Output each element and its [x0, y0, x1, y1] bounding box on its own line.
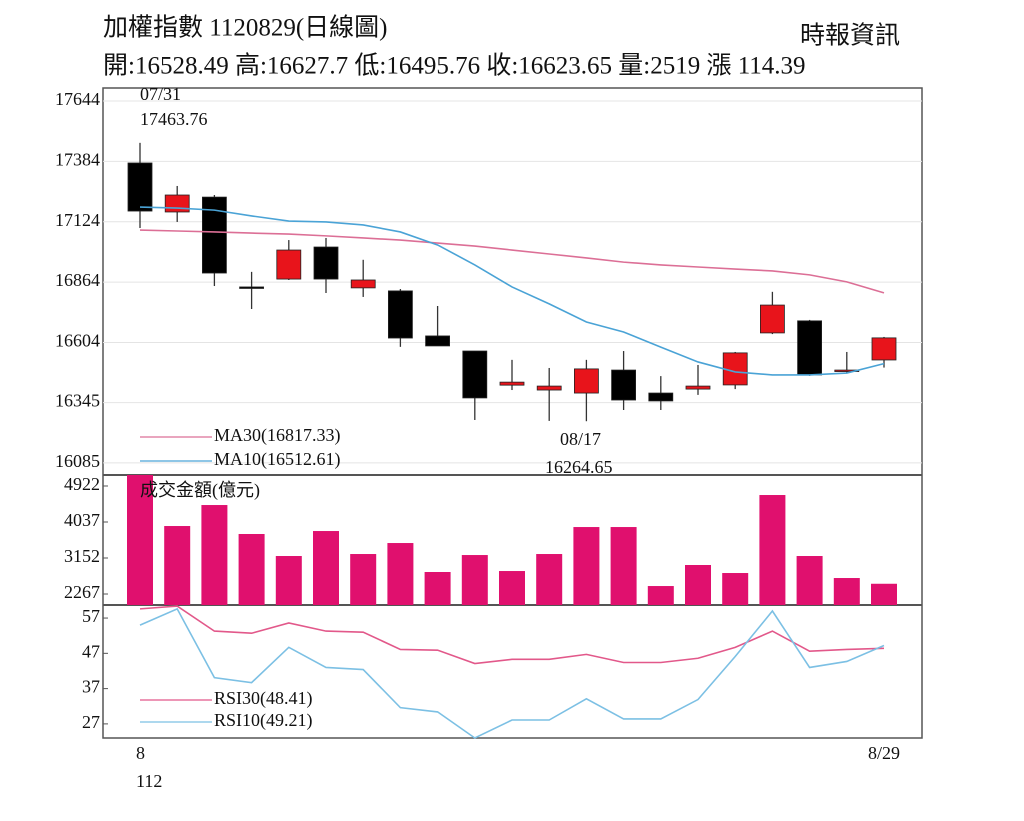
y-tick-label: 27: [82, 712, 100, 732]
frame: [102, 87, 923, 739]
y-tick-label: 4922: [64, 474, 100, 494]
annotation: 08/17: [560, 429, 601, 449]
candle-body: [462, 350, 488, 399]
candle-body: [239, 286, 265, 289]
bar: [424, 572, 451, 605]
candle-body: [760, 304, 785, 334]
legend-label: MA30(16817.33): [214, 425, 341, 446]
bar: [685, 565, 711, 605]
bar: [313, 531, 339, 605]
y-tick-label: 16085: [55, 451, 100, 471]
bar: [461, 555, 488, 605]
annotation: 16264.65: [545, 457, 613, 477]
bar: [499, 571, 525, 605]
line-series: [139, 229, 885, 294]
legend-label: RSI10(49.21): [214, 710, 313, 731]
candle-body: [648, 392, 674, 402]
annotation: 17463.76: [140, 109, 208, 129]
candle-body: [350, 279, 376, 289]
bar: [350, 554, 377, 605]
annotation: 07/31: [140, 84, 181, 104]
bars: [127, 475, 897, 605]
bar: [536, 554, 563, 605]
bar: [833, 578, 860, 605]
line-series: [139, 206, 885, 376]
bar: [722, 573, 749, 605]
bar: [275, 556, 302, 605]
y-tick-label: 3152: [64, 546, 100, 566]
candle-body: [797, 320, 822, 376]
line-series: [139, 605, 885, 665]
candle-body: [276, 249, 302, 280]
y-tick-label: 16345: [55, 391, 100, 411]
y-tick-label: 57: [82, 606, 100, 626]
x-tick-label: 8: [136, 743, 145, 763]
bar: [759, 495, 786, 605]
bar: [238, 533, 265, 605]
candle-body: [425, 335, 451, 347]
y-tick-label: 16864: [55, 270, 100, 290]
candle-body: [164, 194, 190, 213]
y-tick-label: 17124: [55, 210, 100, 230]
bar: [164, 526, 191, 605]
bar: [201, 505, 228, 605]
y-tick-label: 2267: [64, 582, 100, 602]
candle-body: [201, 196, 227, 274]
candle-body: [536, 385, 562, 391]
bar: [796, 556, 823, 605]
bar: [387, 543, 414, 605]
candle-body: [499, 381, 525, 386]
y-tick-label: 4037: [64, 510, 100, 530]
subtitle: 開:16528.49 高:16627.7 低:16495.76 收:16623.…: [103, 52, 806, 80]
x-tick-label: 8/29: [868, 743, 900, 763]
y-tick-label: 17644: [55, 89, 100, 109]
candle-body: [127, 162, 153, 212]
line-series: [139, 607, 885, 739]
panel-label: 成交金額(億元): [140, 480, 260, 501]
y-tick-label: 37: [82, 677, 100, 697]
candle-body: [387, 290, 413, 339]
source: 時報資訊: [800, 22, 900, 50]
candle-body: [871, 337, 897, 361]
legend-label: MA10(16512.61): [214, 449, 341, 470]
y-tick-label: 16604: [55, 331, 100, 351]
y-tick-label: 47: [82, 641, 100, 661]
legend-label: RSI30(48.41): [214, 688, 313, 709]
year-label: 112: [136, 771, 162, 791]
bar: [573, 527, 600, 605]
bar: [127, 475, 153, 605]
bar: [647, 586, 674, 605]
bar: [610, 527, 637, 605]
y-tick-label: 17384: [55, 149, 100, 169]
candle-body: [722, 352, 748, 386]
candle-body: [313, 246, 339, 280]
candle-body: [574, 368, 599, 394]
bar: [871, 583, 897, 605]
candle-body: [611, 369, 636, 401]
candle-body: [685, 385, 711, 390]
chart-title: 加權指數 1120829(日線圖): [103, 14, 387, 42]
